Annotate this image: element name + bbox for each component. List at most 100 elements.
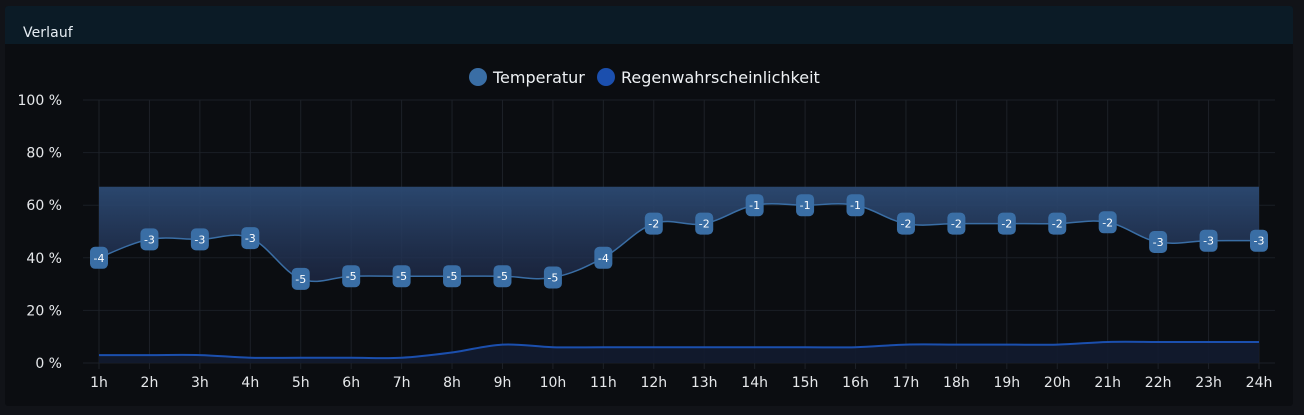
temperature-value-label: -3 bbox=[245, 232, 256, 245]
x-tick-label: 9h bbox=[494, 375, 512, 391]
temperature-value-label: -2 bbox=[1102, 216, 1113, 229]
x-tick-label: 13h bbox=[691, 375, 718, 391]
x-tick-label: 10h bbox=[540, 375, 567, 391]
temperature-value-label: -3 bbox=[194, 233, 205, 246]
temperature-badge-bg bbox=[594, 246, 613, 269]
y-tick-label: 60 % bbox=[26, 198, 62, 214]
y-tick-label: 20 % bbox=[26, 303, 62, 319]
temperature-badge-bg bbox=[493, 265, 512, 288]
rain-area bbox=[99, 341, 1259, 363]
x-tick-label: 15h bbox=[792, 375, 819, 391]
temperature-value-label: -2 bbox=[699, 218, 710, 231]
x-tick-label: 11h bbox=[590, 375, 617, 391]
y-tick-label: 0 % bbox=[35, 356, 62, 372]
temperature-badge: -5 bbox=[543, 266, 562, 289]
x-tick-label: 23h bbox=[1195, 375, 1222, 391]
history-chart: Temperatur Regenwahrscheinlichkeit 100 %… bbox=[18, 68, 1275, 391]
temperature-badge: -3 bbox=[140, 228, 159, 251]
temperature-value-label: -5 bbox=[497, 270, 508, 283]
legend-label-rain: Regenwahrscheinlichkeit bbox=[621, 68, 820, 87]
temperature-badge: -4 bbox=[594, 246, 613, 269]
temperature-badge-bg bbox=[291, 267, 310, 290]
temperature-value-label: -2 bbox=[1001, 218, 1012, 231]
x-tick-label: 2h bbox=[141, 375, 159, 391]
temperature-value-label: -5 bbox=[547, 272, 558, 285]
x-tick-label: 12h bbox=[640, 375, 667, 391]
temperature-value-label: -3 bbox=[1254, 235, 1265, 248]
x-tick-label: 7h bbox=[393, 375, 411, 391]
temperature-value-label: -4 bbox=[94, 252, 105, 265]
legend-item-temperature[interactable]: Temperatur bbox=[469, 68, 585, 87]
temperature-badge: -3 bbox=[1199, 229, 1218, 252]
temperature-badge-bg bbox=[392, 265, 411, 288]
temperature-value-label: -4 bbox=[598, 252, 609, 265]
y-axis: 100 % 80 % 60 % 40 % 20 % 0 % bbox=[18, 93, 62, 372]
temperature-badge: -2 bbox=[947, 212, 966, 235]
temperature-value-label: -2 bbox=[951, 218, 962, 231]
y-tick-label: 80 % bbox=[26, 146, 62, 162]
x-tick-label: 24h bbox=[1246, 375, 1273, 391]
x-tick-label: 5h bbox=[292, 375, 310, 391]
temperature-value-label: -5 bbox=[295, 273, 306, 286]
y-tick-label: 40 % bbox=[26, 251, 62, 267]
x-tick-label: 18h bbox=[943, 375, 970, 391]
temperature-badge-bg bbox=[342, 265, 361, 288]
temperature-badge: -3 bbox=[1149, 231, 1168, 254]
temperature-badge: -3 bbox=[1250, 229, 1268, 252]
x-axis: 1h 2h 3h 4h 5h 6h 7h 8h 9h 10h 11h 12h 13h 14h 15h 16h 1… bbox=[90, 375, 1272, 391]
temperature-badge: -2 bbox=[896, 212, 915, 235]
x-tick-label: 4h bbox=[241, 375, 259, 391]
x-tick-label: 14h bbox=[741, 375, 768, 391]
temperature-value-label: -3 bbox=[1153, 236, 1164, 249]
temperature-badge: -4 bbox=[90, 246, 108, 269]
temperature-value-label: -5 bbox=[396, 270, 407, 283]
temperature-badge-bg bbox=[846, 194, 865, 217]
temperature-badge: -5 bbox=[342, 265, 361, 288]
temperature-badge: -2 bbox=[997, 212, 1016, 235]
x-tick-label: 3h bbox=[191, 375, 209, 391]
temperature-badge: -2 bbox=[695, 212, 714, 235]
x-tick-label: 22h bbox=[1145, 375, 1172, 391]
temperature-badge-bg bbox=[745, 194, 764, 217]
temperature-value-label: -1 bbox=[749, 199, 760, 212]
temperature-badge-bg bbox=[947, 212, 966, 235]
rain-line bbox=[98, 340, 1259, 360]
series-rain-probability bbox=[98, 340, 1259, 363]
temperature-badge-bg bbox=[1098, 211, 1117, 234]
temperature-badge-bg bbox=[241, 227, 260, 250]
temperature-badge-bg bbox=[90, 246, 108, 269]
temperature-badge: -5 bbox=[291, 267, 310, 290]
temperature-badge: -5 bbox=[392, 265, 411, 288]
x-tick-label: 6h bbox=[342, 375, 360, 391]
temperature-badge: -5 bbox=[443, 265, 462, 288]
temperature-badge-bg bbox=[644, 212, 663, 235]
temperature-badge-bg bbox=[1199, 229, 1218, 252]
legend-swatch-rain bbox=[597, 68, 615, 86]
x-tick-label: 20h bbox=[1044, 375, 1071, 391]
temperature-value-label: -2 bbox=[900, 218, 911, 231]
temperature-badge: -2 bbox=[1048, 212, 1067, 235]
panel-header: Verlauf bbox=[5, 6, 1293, 44]
temperature-area bbox=[99, 186, 1259, 282]
legend-item-rain[interactable]: Regenwahrscheinlichkeit bbox=[597, 68, 820, 87]
temperature-badge: -1 bbox=[846, 194, 865, 217]
x-tick-label: 21h bbox=[1094, 375, 1121, 391]
temperature-badge-bg bbox=[1250, 229, 1268, 252]
temperature-badge: -2 bbox=[1098, 211, 1117, 234]
temperature-value-label: -5 bbox=[346, 270, 357, 283]
x-tick-label: 19h bbox=[993, 375, 1020, 391]
temperature-badge-bg bbox=[443, 265, 462, 288]
temperature-badge: -1 bbox=[796, 194, 815, 217]
temperature-value-label: -3 bbox=[144, 233, 155, 246]
temperature-badge-bg bbox=[695, 212, 714, 235]
temperature-value-label: -1 bbox=[850, 199, 861, 212]
temperature-value-label: -2 bbox=[648, 218, 659, 231]
temperature-value-label: -2 bbox=[1052, 218, 1063, 231]
temperature-badge-bg bbox=[190, 228, 209, 251]
temperature-value-label: -3 bbox=[1203, 235, 1214, 248]
temperature-badge-bg bbox=[796, 194, 815, 217]
temperature-badge-bg bbox=[543, 266, 562, 289]
legend-swatch-temperature bbox=[469, 68, 487, 86]
temperature-badge-bg bbox=[140, 228, 159, 251]
temperature-badge-bg bbox=[1048, 212, 1067, 235]
